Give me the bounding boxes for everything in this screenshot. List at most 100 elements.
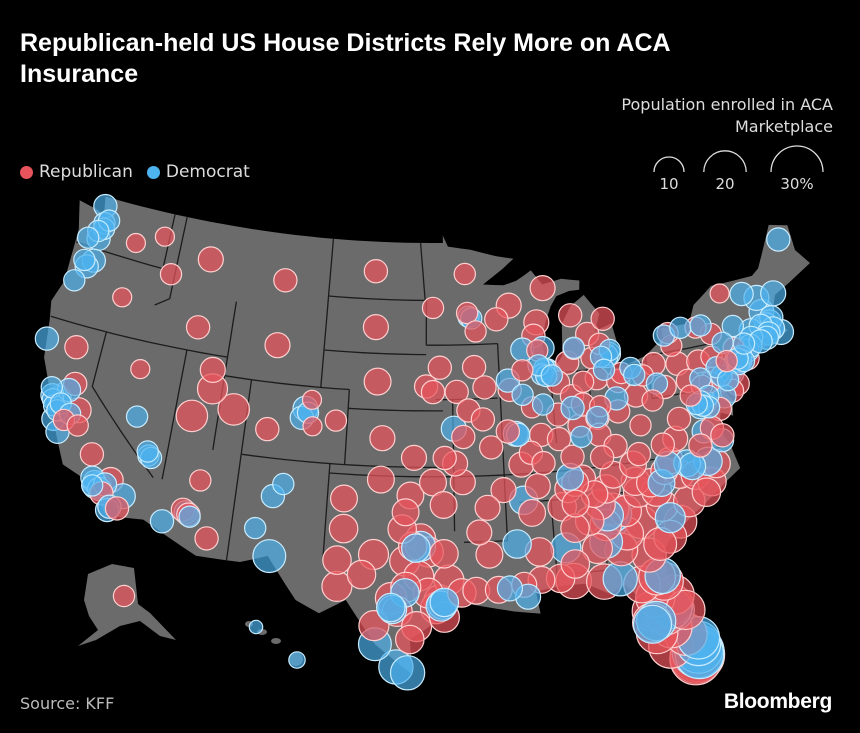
- district-bubble-democrat: [732, 332, 756, 355]
- legend-item-democrat: Democrat: [146, 162, 250, 182]
- district-bubble-republican: [301, 389, 323, 410]
- district-bubble-republican: [363, 367, 392, 396]
- district-bubble-republican: [112, 584, 136, 608]
- district-bubble-democrat: [178, 505, 201, 528]
- district-bubble-republican: [104, 496, 130, 521]
- state-border: [161, 349, 188, 480]
- district-bubble-republican: [273, 268, 298, 293]
- district-bubble-democrat: [76, 226, 100, 249]
- district-bubble-republican: [461, 354, 487, 380]
- district-bubble-republican: [400, 444, 428, 471]
- district-bubble-republican: [524, 473, 551, 500]
- district-bubble-republican: [650, 432, 676, 457]
- district-bubble-republican: [484, 307, 509, 332]
- district-bubble-democrat: [716, 368, 740, 392]
- district-bubble-republican: [518, 498, 547, 527]
- district-bubble-republican: [154, 226, 175, 247]
- democrat-dot-icon: [146, 165, 160, 179]
- district-bubble-democrat: [80, 474, 104, 497]
- district-bubble-democrat: [496, 575, 523, 602]
- state-border: [348, 407, 443, 412]
- district-bubble-democrat: [136, 440, 159, 463]
- district-bubble-democrat: [721, 314, 745, 338]
- district-bubble-republican: [589, 445, 615, 470]
- district-bubble-republican: [666, 406, 692, 432]
- size-legend-title: Population enrolled in ACA Marketplace: [621, 95, 833, 136]
- district-bubble-republican: [495, 419, 520, 444]
- district-bubble-democrat: [560, 395, 585, 421]
- district-bubble-republican: [529, 275, 556, 302]
- district-bubble-republican: [420, 379, 446, 405]
- district-bubble-democrat: [592, 358, 616, 381]
- state-border: [224, 375, 350, 391]
- district-bubble-republican: [455, 301, 479, 325]
- legend-label-democrat: Democrat: [165, 162, 250, 182]
- district-bubble-democrat: [400, 533, 431, 563]
- district-bubble-democrat: [689, 314, 712, 337]
- district-bubble-democrat: [669, 316, 692, 339]
- district-bubble-republican: [302, 416, 323, 437]
- district-bubble-republican: [391, 498, 420, 527]
- bloomberg-logo: Bloomberg: [723, 690, 832, 713]
- source-note: Source: KFF: [20, 694, 115, 713]
- district-bubble-republican: [189, 469, 212, 492]
- district-bubble-republican: [366, 465, 395, 494]
- district-bubble-republican: [679, 384, 702, 407]
- size-legend-arc-20: [703, 150, 747, 173]
- district-bubble-democrat: [511, 383, 534, 406]
- district-bubble-republican: [709, 283, 730, 304]
- district-bubble-democrat: [272, 472, 295, 496]
- district-bubble-democrat: [586, 405, 609, 429]
- state-border: [419, 242, 426, 301]
- legend-item-republican: Republican: [20, 162, 133, 182]
- district-bubble-republican: [590, 306, 615, 331]
- state-border: [426, 342, 498, 346]
- district-bubble-democrat: [562, 336, 586, 359]
- district-bubble-democrat: [252, 539, 287, 574]
- district-bubble-republican: [185, 315, 211, 340]
- district-bubble-democrat: [502, 529, 532, 559]
- district-bubble-democrat: [375, 592, 406, 623]
- district-bubble-republican: [560, 549, 591, 579]
- district-bubble-democrat: [243, 516, 267, 540]
- legend-label-republican: Republican: [39, 162, 133, 182]
- district-bubble-republican: [394, 624, 425, 655]
- district-bubble-democrat: [570, 425, 593, 448]
- district-bubble-republican: [691, 477, 722, 507]
- district-bubble-democrat: [540, 364, 564, 387]
- district-bubble-republican: [217, 393, 250, 426]
- party-legend: Republican Democrat: [20, 162, 264, 182]
- district-bubble-democrat: [632, 604, 673, 644]
- size-legend-arc-10: [653, 156, 685, 173]
- district-bubble-republican: [264, 332, 291, 359]
- district-bubble-republican: [688, 433, 713, 458]
- state-border: [651, 342, 715, 356]
- state-border: [328, 295, 426, 302]
- district-bubble-republican: [444, 379, 469, 405]
- district-bubble-republican: [626, 441, 652, 467]
- district-bubble-republican: [322, 545, 352, 575]
- district-bubble-republican: [429, 491, 458, 520]
- state-border: [320, 238, 335, 388]
- district-bubble-republican: [175, 399, 209, 433]
- district-bubble-republican: [472, 375, 497, 400]
- district-bubble-democrat: [63, 269, 86, 292]
- chart-title: Republican-held US House Districts Rely …: [20, 29, 670, 88]
- district-bubble-democrat: [654, 502, 686, 534]
- district-bubble-republican: [571, 370, 595, 393]
- district-bubble-democrat: [711, 331, 734, 354]
- district-bubble-democrat: [766, 227, 791, 252]
- district-bubble-republican: [64, 335, 89, 360]
- district-bubble-republican: [429, 538, 459, 569]
- district-bubble-democrat: [248, 619, 264, 635]
- district-bubble-republican: [363, 259, 389, 284]
- district-bubble-republican: [369, 425, 396, 452]
- district-bubble-republican: [470, 407, 496, 432]
- district-bubble-democrat: [73, 248, 96, 272]
- district-bubble-democrat: [125, 405, 149, 428]
- district-bubble-republican: [197, 246, 224, 273]
- district-bubble-republican: [79, 442, 105, 467]
- district-bubble-republican: [641, 389, 664, 412]
- district-bubble-republican: [330, 484, 359, 513]
- district-bubble-republican: [560, 444, 585, 469]
